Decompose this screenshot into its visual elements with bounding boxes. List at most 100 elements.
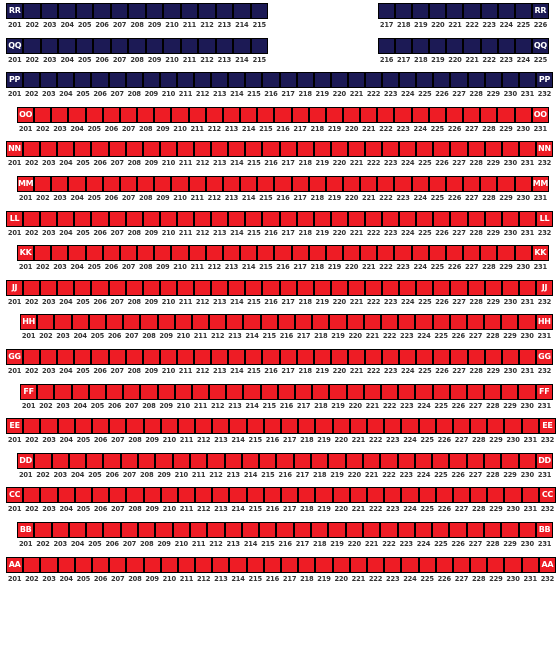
seat-ee-222[interactable]: [366, 418, 385, 435]
seat-oo-218[interactable]: [308, 106, 326, 123]
seat-ff-226[interactable]: [449, 383, 467, 400]
seat-gg-229[interactable]: [484, 349, 502, 365]
seat-dd-212[interactable]: [207, 452, 225, 469]
seat-gg-220[interactable]: [330, 349, 348, 365]
seat-ll-224[interactable]: [399, 210, 417, 227]
seat-ll-219[interactable]: [313, 210, 331, 227]
seat-hh-216[interactable]: [277, 314, 295, 331]
seat-ee-209[interactable]: [143, 418, 161, 435]
seat-ff-219[interactable]: [329, 383, 347, 400]
seat-ll-215[interactable]: [245, 210, 263, 227]
seat-nn-230[interactable]: [501, 141, 519, 158]
seat-kk-215[interactable]: [257, 245, 275, 262]
seat-nn-212[interactable]: [194, 141, 212, 158]
seat-ff-206[interactable]: [105, 383, 124, 400]
seat-mm-206[interactable]: [102, 176, 120, 192]
seat-jj-222[interactable]: [364, 279, 383, 296]
seat-jj-205[interactable]: [74, 279, 92, 296]
seat-ee-208[interactable]: [126, 418, 144, 435]
seat-oo-215[interactable]: [257, 106, 275, 123]
seat-ff-214[interactable]: [243, 383, 261, 400]
seat-ff-228[interactable]: [484, 383, 502, 400]
seat-jj-206[interactable]: [91, 279, 109, 296]
seat-nn-228[interactable]: [467, 141, 485, 158]
seat-bb-206[interactable]: [103, 522, 121, 538]
seat-ll-229[interactable]: [484, 210, 502, 227]
seat-oo-203[interactable]: [51, 106, 69, 123]
seat-bb-212[interactable]: [207, 522, 225, 538]
seat-aa-221[interactable]: [349, 556, 367, 573]
seat-dd-229[interactable]: [501, 452, 519, 469]
seat-ff-217[interactable]: [295, 383, 313, 400]
seat-hh-230[interactable]: [518, 314, 536, 331]
seat-gg-224[interactable]: [399, 349, 417, 365]
seat-dd-216[interactable]: [276, 452, 294, 469]
seat-bb-217[interactable]: [293, 522, 312, 538]
seat-bb-230[interactable]: [518, 522, 536, 538]
seat-ff-230[interactable]: [518, 383, 536, 400]
seat-kk-222[interactable]: [377, 245, 395, 262]
seat-cc-228[interactable]: [470, 487, 488, 504]
seat-oo-225[interactable]: [428, 106, 446, 123]
seat-oo-226[interactable]: [445, 106, 464, 123]
seat-ee-213[interactable]: [212, 418, 230, 435]
seat-ll-222[interactable]: [364, 210, 383, 227]
seat-ll-231[interactable]: [518, 210, 536, 227]
seat-bb-228[interactable]: [484, 522, 502, 538]
seat-cc-223[interactable]: [384, 487, 402, 504]
seat-hh-207[interactable]: [123, 314, 141, 331]
seat-nn-229[interactable]: [484, 141, 502, 158]
seat-ee-221[interactable]: [349, 418, 367, 435]
seat-hh-227[interactable]: [466, 314, 485, 331]
seat-kk-203[interactable]: [51, 245, 69, 262]
seat-hh-213[interactable]: [226, 314, 244, 331]
seat-hh-221[interactable]: [363, 314, 381, 331]
seat-nn-231[interactable]: [518, 141, 536, 158]
seat-nn-222[interactable]: [364, 141, 383, 158]
seat-gg-230[interactable]: [501, 349, 519, 365]
seat-cc-213[interactable]: [212, 487, 230, 504]
seat-ll-218[interactable]: [296, 210, 314, 227]
seat-aa-225[interactable]: [418, 556, 436, 573]
seat-cc-227[interactable]: [452, 487, 471, 504]
seat-ll-209[interactable]: [142, 210, 160, 227]
seat-aa-208[interactable]: [126, 556, 144, 573]
seat-aa-222[interactable]: [366, 556, 385, 573]
seat-hh-203[interactable]: [54, 314, 72, 331]
seat-jj-217[interactable]: [279, 279, 297, 296]
seat-nn-211[interactable]: [176, 141, 195, 158]
seat-hh-205[interactable]: [88, 314, 106, 331]
seat-bb-208[interactable]: [138, 522, 156, 538]
seat-ff-211[interactable]: [191, 383, 210, 400]
seat-oo-230[interactable]: [514, 106, 532, 123]
seat-ee-207[interactable]: [109, 418, 127, 435]
seat-kk-216[interactable]: [274, 245, 292, 262]
seat-dd-219[interactable]: [328, 452, 346, 469]
seat-ee-230[interactable]: [504, 418, 522, 435]
seat-dd-218[interactable]: [311, 452, 329, 469]
seat-jj-225[interactable]: [416, 279, 434, 296]
seat-ff-229[interactable]: [501, 383, 519, 400]
seat-mm-208[interactable]: [137, 176, 155, 192]
seat-nn-223[interactable]: [382, 141, 400, 158]
seat-jj-230[interactable]: [501, 279, 519, 296]
seat-mm-220[interactable]: [342, 176, 361, 192]
seat-bb-223[interactable]: [397, 522, 415, 538]
seat-gg-223[interactable]: [382, 349, 400, 365]
seat-dd-225[interactable]: [432, 452, 450, 469]
seat-gg-217[interactable]: [279, 349, 297, 365]
seat-oo-211[interactable]: [188, 106, 206, 123]
seat-mm-225[interactable]: [428, 176, 446, 192]
seat-ll-221[interactable]: [347, 210, 365, 227]
seat-nn-206[interactable]: [91, 141, 109, 158]
seat-mm-202[interactable]: [34, 176, 52, 192]
seat-kk-210[interactable]: [171, 245, 189, 262]
seat-gg-214[interactable]: [228, 349, 246, 365]
seat-hh-220[interactable]: [346, 314, 364, 331]
seat-cc-222[interactable]: [366, 487, 385, 504]
seat-ff-224[interactable]: [415, 383, 433, 400]
seat-cc-207[interactable]: [109, 487, 127, 504]
seat-nn-218[interactable]: [296, 141, 314, 158]
seat-bb-226[interactable]: [449, 522, 467, 538]
seat-dd-227[interactable]: [466, 452, 485, 469]
